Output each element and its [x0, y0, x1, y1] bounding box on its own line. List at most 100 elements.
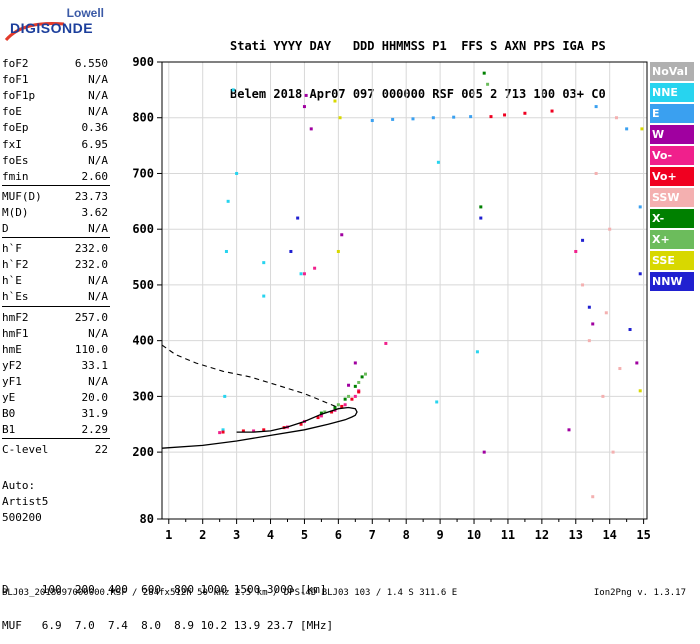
data-point	[431, 116, 435, 120]
data-point	[224, 249, 228, 253]
x-tick-label: 15	[636, 528, 650, 542]
legend-item: Vo+	[650, 167, 694, 186]
param-value: N/A	[88, 222, 108, 235]
data-point	[618, 367, 622, 371]
data-point	[608, 227, 612, 231]
x-tick-label: 10	[467, 528, 481, 542]
param-row: C-level 22	[2, 443, 108, 459]
data-point	[319, 411, 323, 415]
x-tick-label: 7	[369, 528, 376, 542]
data-point	[241, 429, 245, 433]
param-name: h`F	[2, 242, 22, 256]
data-point	[391, 117, 395, 121]
param-value: 232.0	[74, 242, 108, 256]
legend-item: W	[650, 125, 694, 144]
data-point	[411, 117, 415, 121]
param-row: D N/A	[2, 222, 108, 238]
param-value: 3.62	[81, 205, 109, 219]
param-value: 22	[94, 443, 108, 457]
param-name: foE	[2, 105, 22, 119]
data-point	[235, 171, 239, 175]
y-tick-label: 400	[132, 334, 154, 348]
param-row: foF2 6.550	[2, 57, 108, 73]
param-row: B1 2.29	[2, 423, 108, 439]
param-separator	[2, 305, 110, 307]
data-point	[221, 430, 225, 434]
distance-muf-table: D 100 200 400 600 800 1000 1500 3000 [km…	[2, 560, 333, 644]
param-name: B1	[2, 423, 16, 437]
x-tick-label: 9	[436, 528, 443, 542]
data-point	[343, 397, 347, 401]
param-row: M(D) 3.62	[2, 206, 108, 222]
x-tick-label: 12	[535, 528, 549, 542]
data-point	[384, 341, 388, 345]
param-row: fxI 6.95	[2, 138, 108, 154]
param-row: MUF(D) 23.73	[2, 190, 108, 206]
data-point	[319, 414, 323, 418]
x-tick-label: 13	[569, 528, 583, 542]
data-point	[479, 216, 483, 220]
data-point	[336, 403, 340, 407]
param-row: yE 20.0	[2, 391, 108, 407]
param-name: yF2	[2, 358, 22, 372]
data-point	[469, 115, 473, 119]
param-value: N/A	[88, 73, 108, 87]
data-point	[523, 111, 527, 115]
param-value: 33.1	[81, 358, 109, 372]
data-point	[289, 249, 293, 253]
legend-item: Vo-	[650, 146, 694, 165]
data-point	[252, 429, 256, 433]
x-tick-label: 8	[403, 528, 410, 542]
param-name: h`F2	[2, 258, 29, 272]
param-value: 0.36	[81, 121, 109, 135]
data-point	[262, 294, 266, 298]
param-row: hmE 110.0	[2, 343, 108, 359]
data-point	[357, 380, 361, 384]
logo-line2: DIGISONDE	[10, 20, 94, 36]
header-values: Belem 2018 Apr07 097 000000 RSF 005 2 71…	[230, 87, 606, 101]
file-info-footer: BLJ03_2018097000000.RSF / 284fx512h 50 k…	[2, 588, 458, 598]
ionogram-chart: 1 2 3 4 5 6 7 8 9 10 11 12 13 14 158020030040050060070…	[132, 55, 650, 542]
param-row: h`F 232.0	[2, 242, 108, 258]
data-point	[343, 403, 347, 407]
param-row: foF1 N/A	[2, 73, 108, 89]
data-point	[302, 105, 306, 109]
data-point	[628, 328, 632, 332]
param-name: foF1p	[2, 89, 36, 103]
param-name: h`E	[2, 274, 22, 288]
param-name: foF2	[2, 57, 29, 70]
data-point	[640, 127, 644, 131]
data-point	[333, 406, 337, 410]
data-point	[347, 394, 351, 398]
plot-frame	[161, 61, 648, 520]
station-header: Stati YYYY DAY DDD HHMMSS P1 FFS S AXN P…	[230, 6, 606, 118]
data-point	[604, 311, 608, 315]
param-value: N/A	[88, 326, 108, 340]
legend-item: SSW	[650, 188, 694, 207]
param-name: foEs	[2, 153, 29, 167]
data-point	[503, 113, 507, 117]
param-name: yE	[2, 391, 16, 404]
logo-swoosh-icon	[4, 22, 65, 42]
data-point	[309, 127, 313, 131]
data-point	[370, 119, 374, 123]
data-point	[435, 400, 439, 404]
param-value: N/A	[88, 105, 108, 119]
data-point	[336, 249, 340, 253]
param-row: yF2 33.1	[2, 359, 108, 375]
param-name: fxI	[2, 137, 22, 151]
param-value: N/A	[88, 153, 108, 167]
param-name: C-level	[2, 443, 49, 457]
param-value: 110.0	[74, 342, 108, 356]
x-tick-label: 1	[165, 528, 172, 542]
data-point	[591, 322, 595, 326]
legend-item: X-	[650, 209, 694, 228]
auto-version: 500200	[2, 511, 42, 524]
data-point	[262, 428, 266, 432]
data-point	[218, 431, 222, 435]
data-point	[363, 372, 367, 376]
data-point	[323, 410, 327, 414]
data-point	[262, 261, 266, 265]
data-point	[330, 410, 334, 414]
data-point	[299, 422, 303, 426]
